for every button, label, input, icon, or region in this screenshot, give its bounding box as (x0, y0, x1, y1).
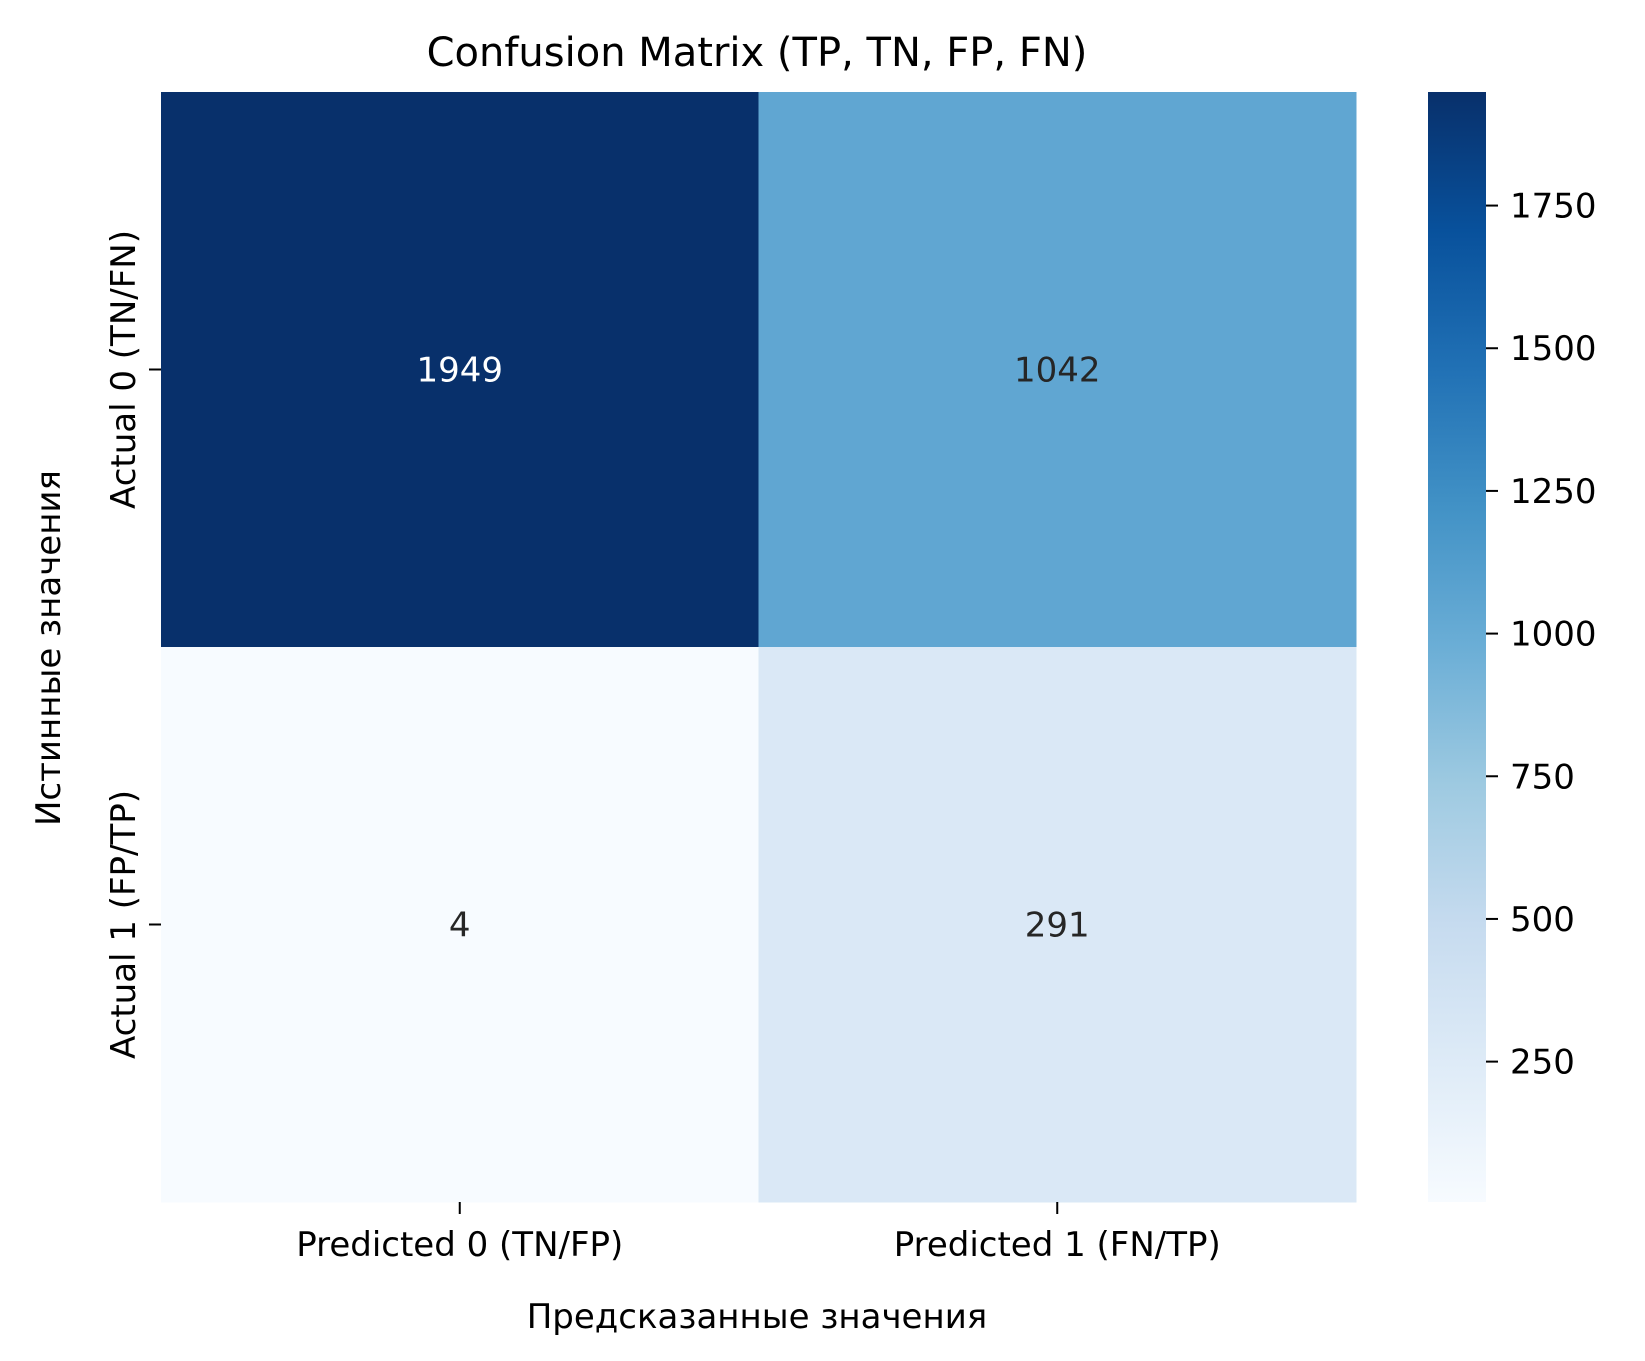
cell-value-label: 291 (1025, 906, 1090, 946)
cell-value-label: 1042 (1014, 351, 1101, 391)
colorbar-tick-label: 1750 (1510, 187, 1597, 227)
colorbar-tick-label: 1250 (1510, 472, 1597, 512)
cell-value-label: 1949 (416, 351, 503, 391)
y-tick-label: Actual 1 (FP/TP) (104, 790, 144, 1059)
chart-title: Confusion Matrix (TP, TN, FP, FN) (427, 30, 1088, 76)
x-tick-label: Predicted 0 (TN/FP) (296, 1225, 623, 1265)
heatmap-cell-r1-c1 (758, 647, 1357, 1203)
heatmap-cell-r0-c0 (161, 92, 759, 648)
x-axis: Predicted 0 (TN/FP) Predicted 1 (FN/TP) (296, 1202, 1221, 1265)
heatmap-cell-r0-c1 (758, 92, 1357, 648)
colorbar-tick-label: 1000 (1510, 615, 1597, 655)
colorbar-tick-label: 750 (1510, 757, 1575, 797)
x-axis-label: Предсказанные значения (527, 1297, 988, 1337)
y-axis: Actual 0 (TN/FN) Actual 1 (FP/TP) (104, 230, 161, 1059)
colorbar-tick-label: 250 (1510, 1043, 1575, 1083)
colorbar-tick-label: 500 (1510, 900, 1575, 940)
heatmap-cells: 1949 1042 4 291 (161, 92, 1357, 1203)
y-axis-label: Истинные значения (29, 470, 69, 826)
x-tick-label: Predicted 1 (FN/TP) (894, 1225, 1221, 1265)
cell-value-label: 4 (449, 906, 471, 946)
colorbar-ticks: 250 500 750 1000 1250 1500 1750 (1486, 187, 1597, 1083)
colorbar-tick-label: 1500 (1510, 329, 1597, 369)
y-tick-label: Actual 0 (TN/FN) (104, 230, 144, 509)
colorbar (1428, 92, 1486, 1202)
heatmap-cell-r1-c0 (161, 647, 759, 1203)
